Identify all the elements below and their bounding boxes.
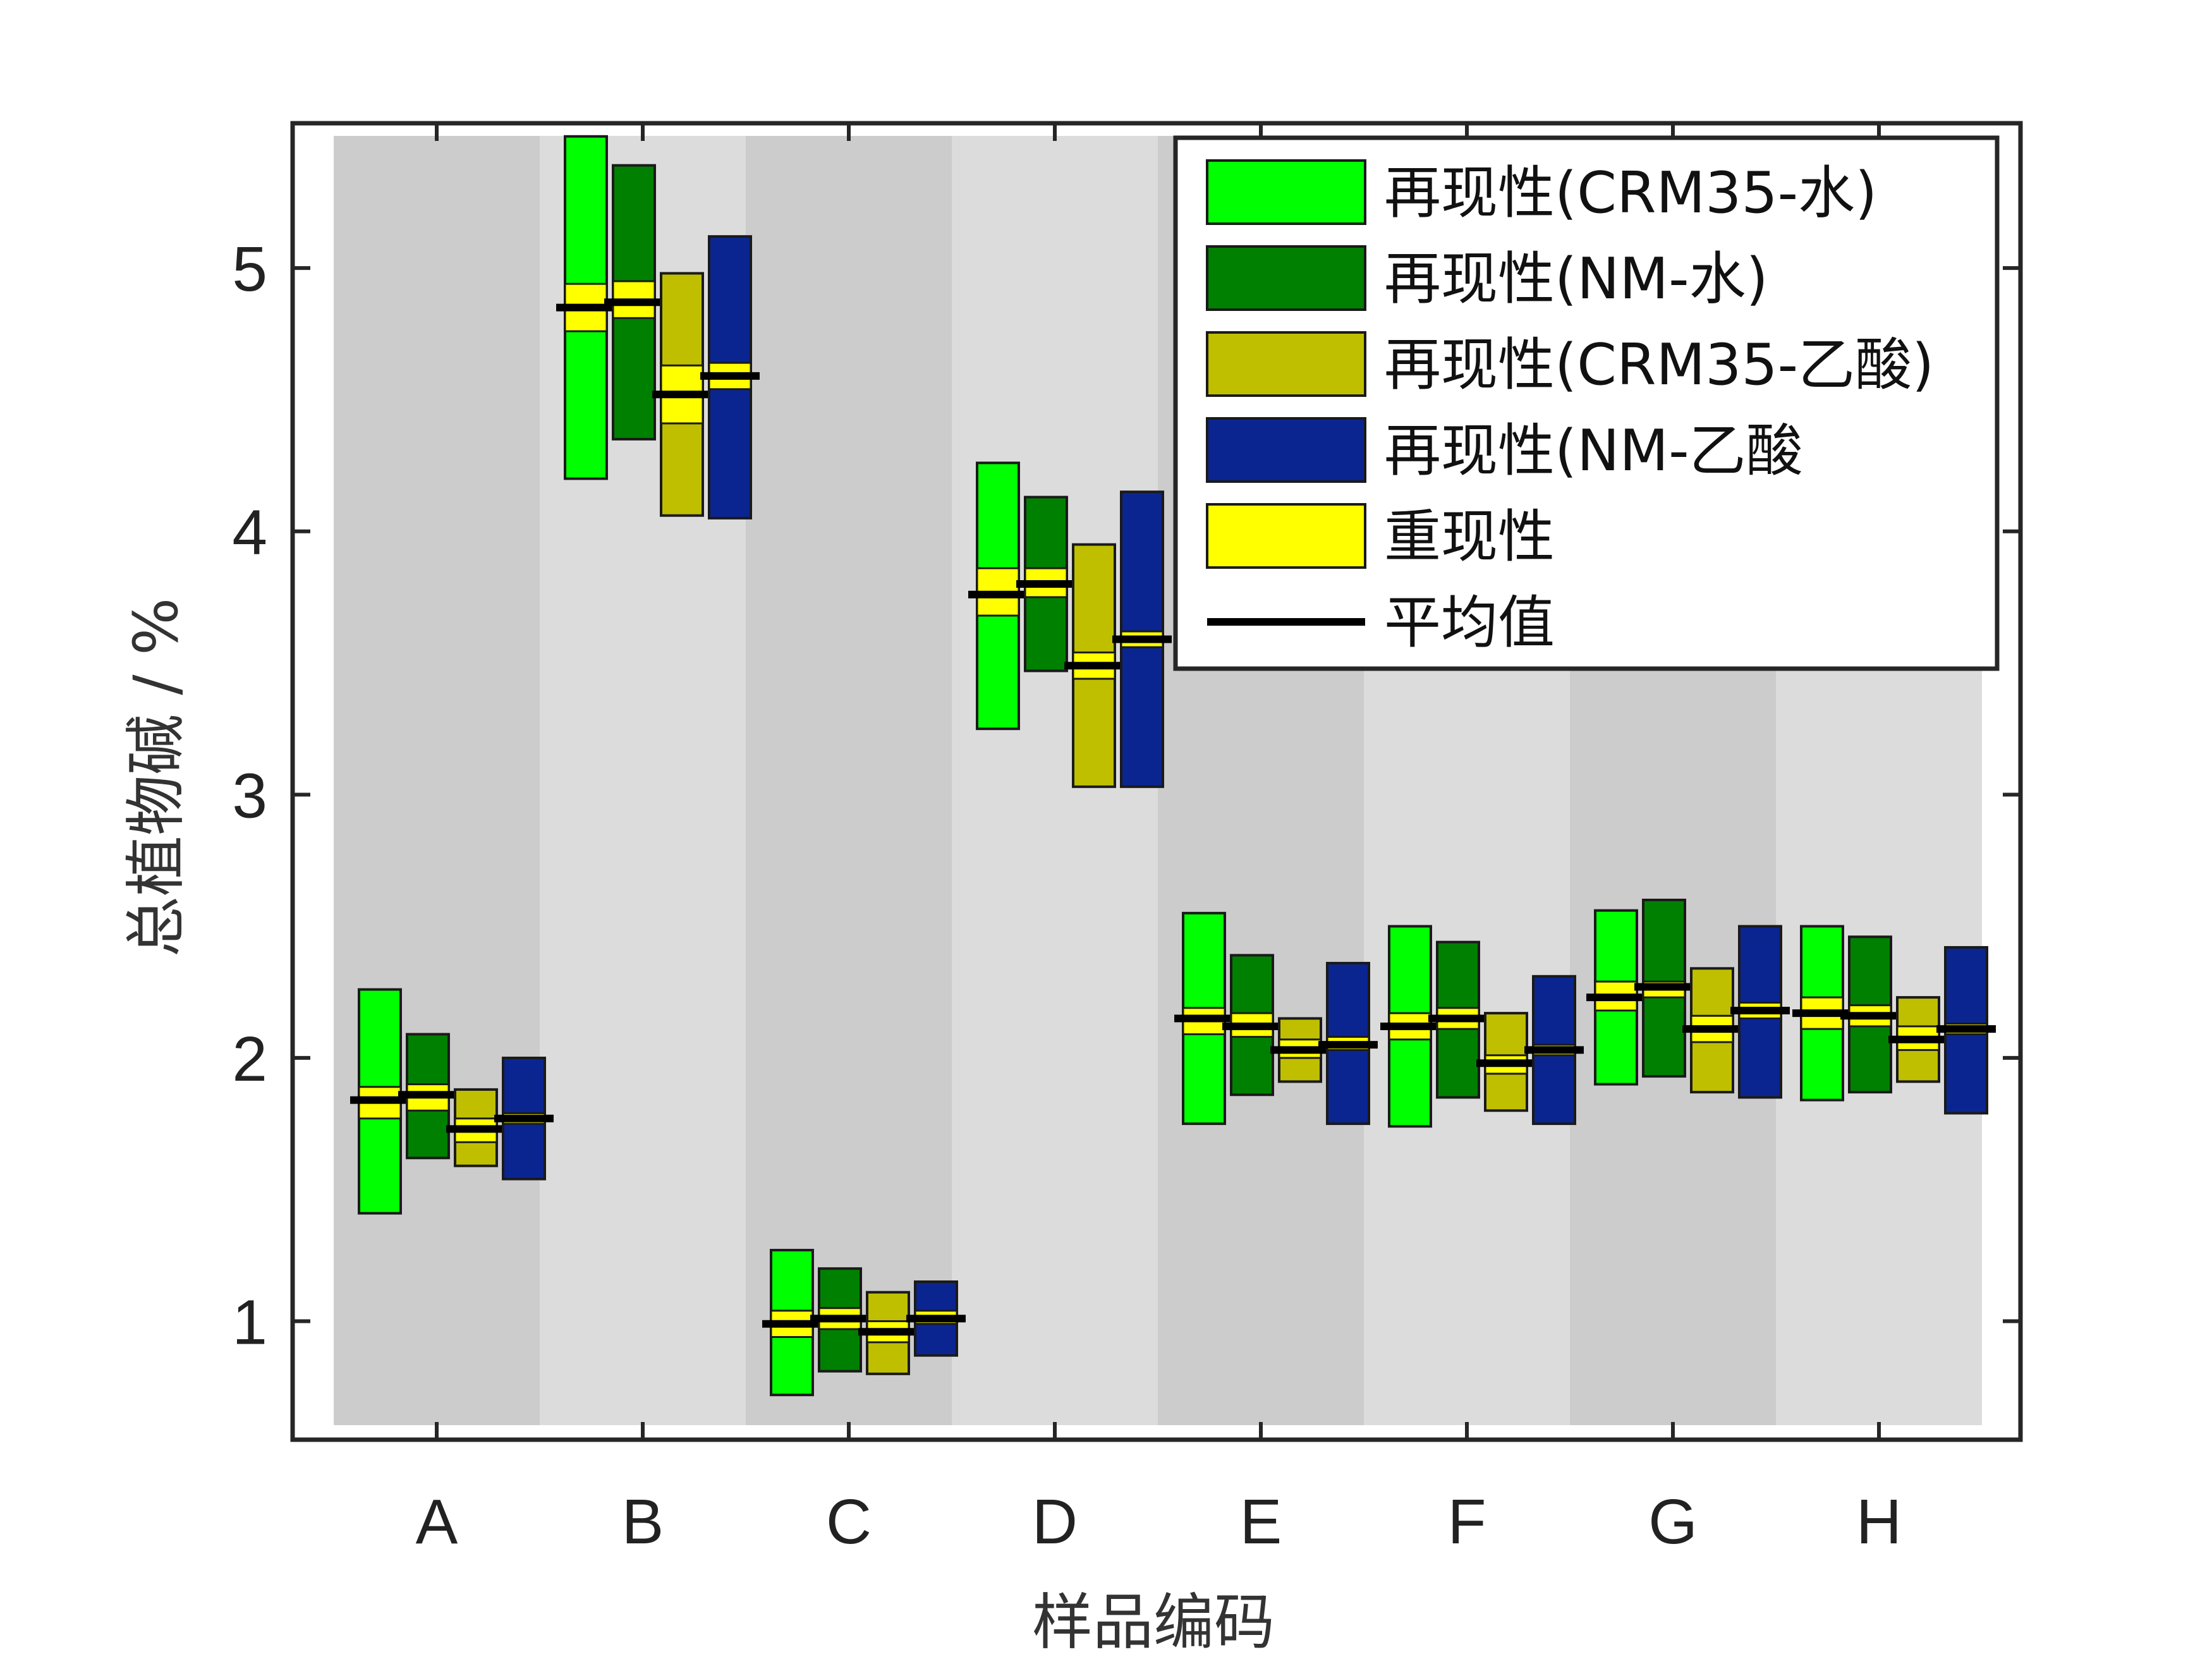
y-tick-label: 3 <box>232 760 267 831</box>
legend-swatch-2 <box>1206 245 1366 311</box>
legend-label-2: 再现性(NM-水) <box>1384 246 1768 312</box>
plot-frame <box>290 121 2023 1442</box>
legend-label-3: 再现性(CRM35-乙酸) <box>1384 332 1934 398</box>
band-A <box>334 136 540 1425</box>
legend-label-6: 平均值 <box>1384 590 1555 656</box>
legend-swatch-5 <box>1206 503 1366 569</box>
x-tick-label: H <box>1856 1486 1902 1557</box>
x-tick-label: E <box>1240 1486 1282 1557</box>
x-tick-label: D <box>1032 1486 1078 1557</box>
y-tick-label: 1 <box>232 1287 267 1358</box>
x-tick-label: F <box>1447 1486 1486 1557</box>
legend-label-4: 再现性(NM-乙酸 <box>1384 418 1803 484</box>
legend-swatch-4 <box>1206 417 1366 483</box>
legend: 再现性(CRM35-水) 再现性(NM-水) 再现性(CRM35-乙酸) 再现性(NM… <box>1173 135 2000 671</box>
legend-label-1: 再现性(CRM35-水) <box>1384 160 1877 226</box>
y-axis-label: 总植物碱 / % <box>121 598 191 957</box>
legend-swatch-1 <box>1206 159 1366 225</box>
legend-label-5: 重现性 <box>1384 504 1555 570</box>
y-tick-label: 4 <box>232 497 267 568</box>
y-tick-label: 2 <box>232 1024 267 1095</box>
band-C <box>746 136 952 1425</box>
x-tick-label: A <box>416 1486 458 1557</box>
legend-swatch-3 <box>1206 331 1366 397</box>
x-tick-label: B <box>622 1486 664 1557</box>
plot-marks <box>350 135 1996 1397</box>
x-tick-label: G <box>1648 1486 1698 1557</box>
x-tick-label: C <box>826 1486 872 1557</box>
axes: 1 2 3 4 5 A B C D E F G H <box>232 121 2023 1557</box>
legend-box <box>1173 135 2000 671</box>
x-axis-label: 样品编码 <box>1032 1587 1275 1658</box>
y-tick-label: 5 <box>232 234 267 305</box>
